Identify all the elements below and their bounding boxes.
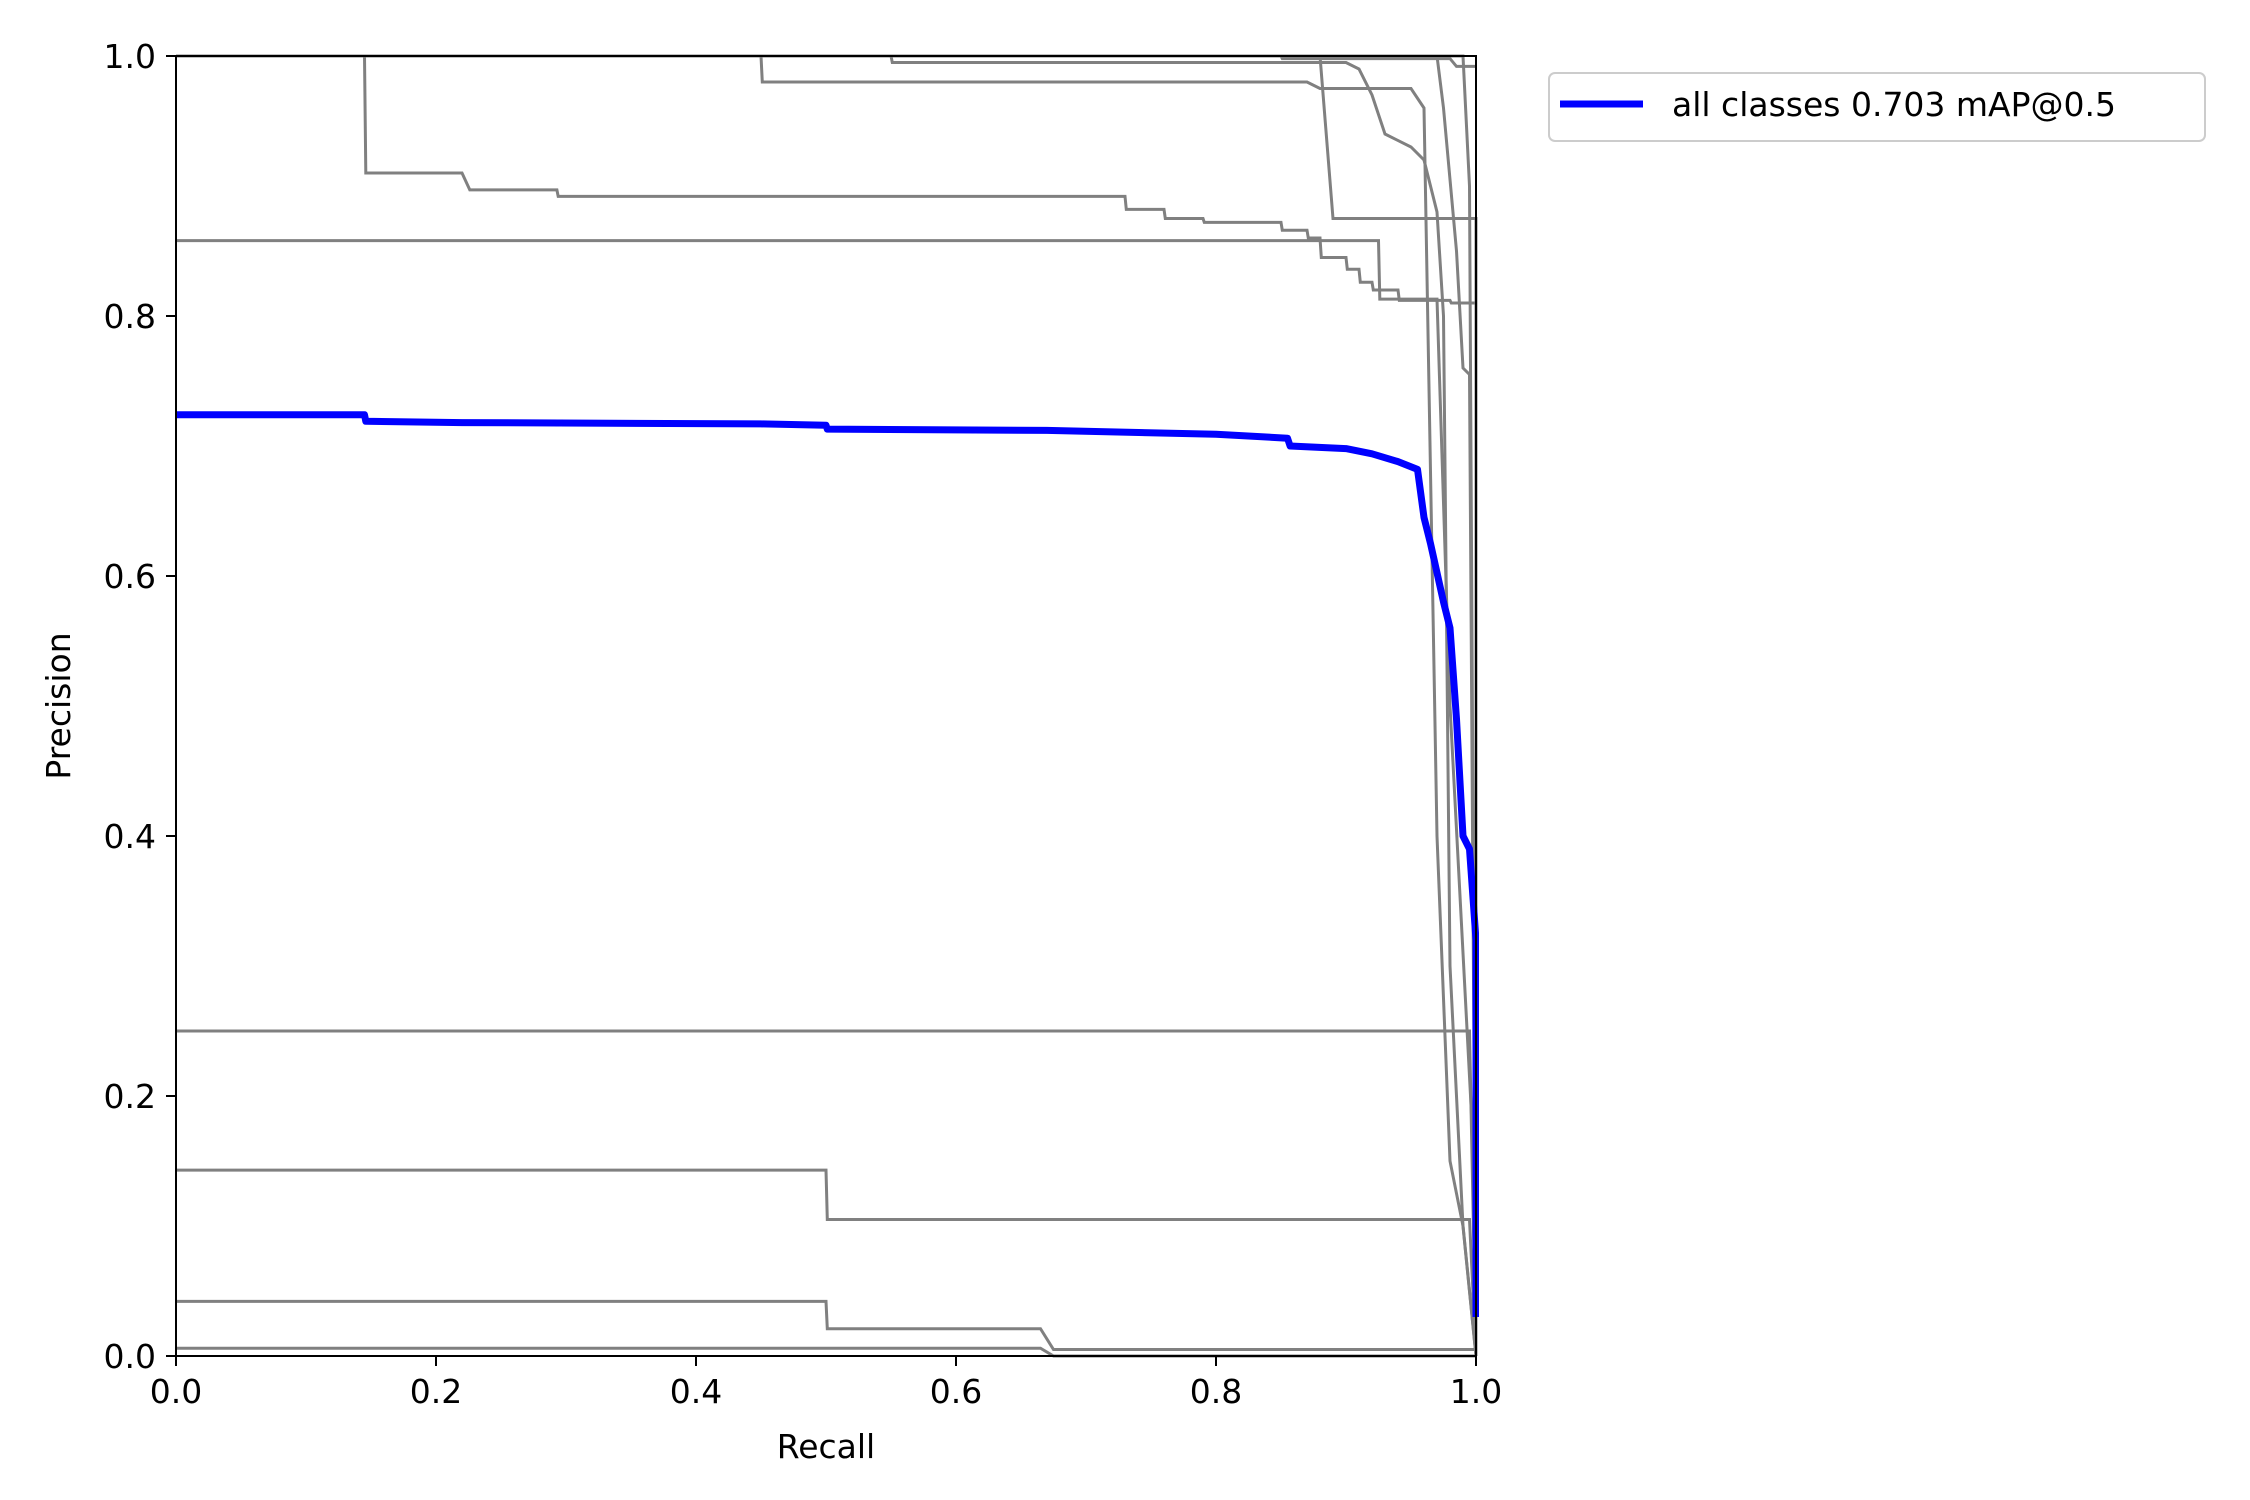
- class-pr-curve-1: [176, 54, 1476, 305]
- x-tick-label: 0.6: [930, 1372, 982, 1411]
- class-pr-curve-4: [176, 54, 1478, 1357]
- legend: all classes 0.703 mAP@0.5: [1548, 72, 2206, 142]
- y-tick-label: 0.0: [104, 1337, 156, 1376]
- class-pr-curve-10: [176, 1168, 1478, 1357]
- all-classes-pr-curve: [176, 411, 1479, 1317]
- y-tick-label: 0.4: [104, 817, 156, 856]
- y-tick-label: 0.6: [104, 557, 156, 596]
- class-pr-curve-3: [176, 54, 1478, 1357]
- legend-label: all classes 0.703 mAP@0.5: [1672, 85, 2116, 124]
- plot-frame: [175, 55, 1477, 1357]
- x-tick-label: 0.4: [670, 1372, 722, 1411]
- class-pr-curve-11: [176, 1299, 1476, 1351]
- x-tick-label: 0.0: [150, 1372, 202, 1411]
- y-tick-label: 0.8: [104, 297, 156, 336]
- y-axis-label: Precision: [39, 632, 78, 779]
- x-axis-label: Recall: [777, 1427, 875, 1466]
- x-tick-label: 0.2: [410, 1372, 462, 1411]
- x-tick-label: 1.0: [1450, 1372, 1502, 1411]
- x-axis-ticks: 0.0 0.2 0.4 0.6 0.8 1.0: [150, 1356, 1502, 1411]
- legend-box: [1548, 72, 2206, 142]
- y-tick-label: 0.2: [104, 1077, 156, 1116]
- y-tick-label: 1.0: [104, 37, 156, 76]
- y-axis-ticks: 0.0 0.2 0.4 0.6 0.8 1.0: [104, 37, 176, 1376]
- x-tick-label: 0.8: [1190, 1372, 1242, 1411]
